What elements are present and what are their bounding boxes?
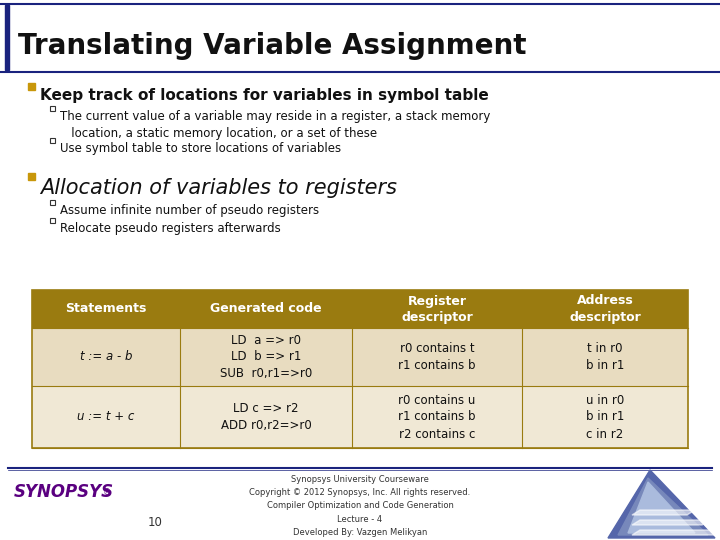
Bar (180, 386, 352, 448)
Bar (352, 328, 522, 386)
Bar (180, 328, 352, 386)
Text: r0 contains t
r1 contains b: r0 contains t r1 contains b (398, 342, 476, 372)
Bar (50, 200, 55, 205)
Bar (522, 328, 688, 386)
Bar (32, 290, 688, 448)
Bar (180, 290, 352, 328)
Polygon shape (608, 470, 715, 538)
Text: LD c => r2
ADD r0,r2=>r0: LD c => r2 ADD r0,r2=>r0 (220, 402, 311, 432)
Text: Translating Variable Assignment: Translating Variable Assignment (18, 32, 526, 60)
Polygon shape (632, 510, 695, 515)
Text: u in r0
b in r1
c in r2: u in r0 b in r1 c in r2 (586, 394, 624, 441)
Bar (32, 328, 180, 386)
Polygon shape (628, 482, 695, 533)
Text: Keep track of locations for variables in symbol table: Keep track of locations for variables in… (40, 88, 489, 103)
Text: 10: 10 (148, 516, 163, 529)
Text: r0 contains u
r1 contains b
r2 contains c: r0 contains u r1 contains b r2 contains … (398, 394, 476, 441)
Bar (50, 106, 55, 111)
Text: Allocation of variables to registers: Allocation of variables to registers (40, 178, 397, 198)
Text: Generated code: Generated code (210, 302, 322, 315)
Text: ®: ® (103, 488, 112, 497)
Text: LD  a => r0
LD  b => r1
SUB  r0,r1=>r0: LD a => r0 LD b => r1 SUB r0,r1=>r0 (220, 334, 312, 381)
Bar (50, 218, 55, 223)
Bar (32, 290, 180, 328)
Bar (5, 5, 9, 70)
Text: Synopsys University Courseware
Copyright © 2012 Synopsys, Inc. All rights reserv: Synopsys University Courseware Copyright… (249, 475, 471, 537)
Text: Register
descriptor: Register descriptor (401, 294, 473, 323)
Text: u := t + c: u := t + c (77, 410, 135, 423)
Text: SYNOPSYS: SYNOPSYS (14, 483, 114, 501)
Text: t := a - b: t := a - b (80, 350, 132, 363)
Bar (522, 290, 688, 328)
Text: The current value of a variable may reside in a register, a stack memory
   loca: The current value of a variable may resi… (60, 110, 490, 139)
Bar (522, 386, 688, 448)
Polygon shape (632, 530, 720, 535)
Bar (32, 386, 180, 448)
Polygon shape (618, 478, 708, 535)
Text: Relocate pseudo registers afterwards: Relocate pseudo registers afterwards (60, 222, 281, 235)
Bar (352, 386, 522, 448)
Text: t in r0
b in r1: t in r0 b in r1 (586, 342, 624, 372)
Bar (28, 83, 35, 90)
Bar (352, 290, 522, 328)
Polygon shape (632, 520, 710, 525)
Text: Address
descriptor: Address descriptor (569, 294, 641, 323)
Bar (28, 173, 35, 180)
Text: Use symbol table to store locations of variables: Use symbol table to store locations of v… (60, 142, 341, 155)
Bar (50, 138, 55, 143)
Text: Statements: Statements (66, 302, 147, 315)
Text: Assume infinite number of pseudo registers: Assume infinite number of pseudo registe… (60, 204, 319, 217)
